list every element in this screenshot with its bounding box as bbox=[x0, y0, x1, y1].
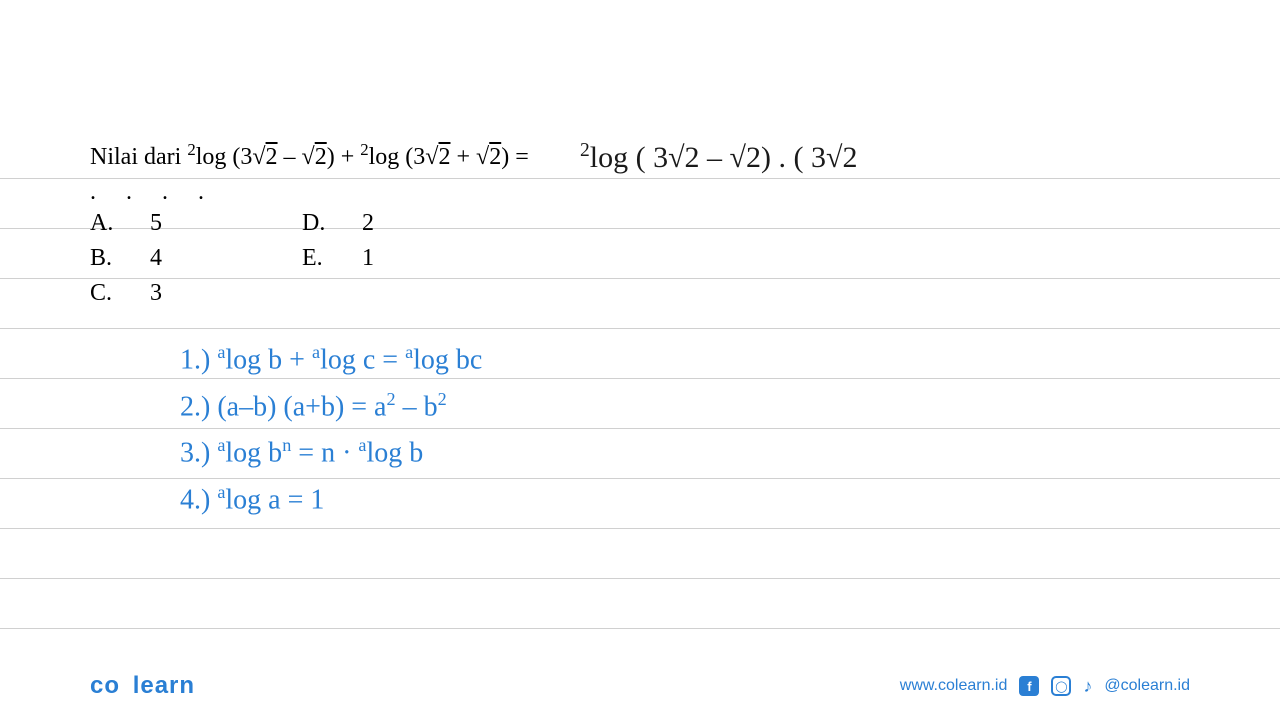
footer-handle: @colearn.id bbox=[1104, 677, 1190, 695]
answer-row: E. 1 bbox=[302, 245, 374, 272]
footer-links: www.colearn.id f ◯ ♪ @colearn.id bbox=[900, 676, 1190, 697]
answer-value: 3 bbox=[150, 280, 162, 307]
content-area: Nilai dari 2log (3√2 – √2) + 2log (3√2 +… bbox=[0, 0, 1280, 523]
answer-value: 2 bbox=[362, 210, 374, 237]
question-expression: 2log (3√2 – √2) + 2log (3√2 + √2) = bbox=[187, 144, 528, 170]
answer-letter: E. bbox=[302, 245, 332, 272]
answer-value: 1 bbox=[362, 245, 374, 272]
answer-row: B. 4 bbox=[90, 245, 162, 272]
answer-value: 4 bbox=[150, 245, 162, 272]
answer-letter: A. bbox=[90, 210, 120, 237]
footer: co learn www.colearn.id f ◯ ♪ @colearn.i… bbox=[0, 672, 1280, 700]
footer-url: www.colearn.id bbox=[900, 677, 1008, 695]
tiktok-icon: ♪ bbox=[1083, 676, 1092, 697]
handwritten-rule: 1.) alog b + alog c = alog bc bbox=[180, 337, 1190, 384]
answer-column-2: D. 2 E. 1 bbox=[302, 210, 374, 307]
answer-options: A. 5 B. 4 C. 3 D. 2 E. 1 bbox=[90, 210, 1190, 307]
logo-text: co learn bbox=[90, 672, 195, 699]
answer-row: A. 5 bbox=[90, 210, 162, 237]
answer-column-1: A. 5 B. 4 C. 3 bbox=[90, 210, 162, 307]
question-dots: . . . . bbox=[90, 179, 1190, 206]
facebook-icon: f bbox=[1019, 676, 1039, 696]
handwritten-rule: 3.) alog bn = n · alog b bbox=[180, 430, 1190, 477]
handwritten-rule: 2.) (a–b) (a+b) = a2 – b2 bbox=[180, 384, 1190, 431]
handwritten-rules-section: 1.) alog b + alog c = alog bc 2.) (a–b) … bbox=[180, 337, 1190, 523]
handwritten-rule: 4.) alog a = 1 bbox=[180, 477, 1190, 524]
answer-letter: C. bbox=[90, 280, 120, 307]
answer-letter: D. bbox=[302, 210, 332, 237]
answer-value: 5 bbox=[150, 210, 162, 237]
answer-row: D. 2 bbox=[302, 210, 374, 237]
instagram-icon: ◯ bbox=[1051, 676, 1071, 696]
answer-row: C. 3 bbox=[90, 280, 162, 307]
handwritten-answer: 2log ( 3√2 – √2) . ( 3√2 bbox=[580, 140, 857, 175]
answer-letter: B. bbox=[90, 245, 120, 272]
brand-logo: co learn bbox=[90, 672, 195, 700]
question-prefix: Nilai dari bbox=[90, 144, 187, 170]
page-container: Nilai dari 2log (3√2 – √2) + 2log (3√2 +… bbox=[0, 0, 1280, 720]
